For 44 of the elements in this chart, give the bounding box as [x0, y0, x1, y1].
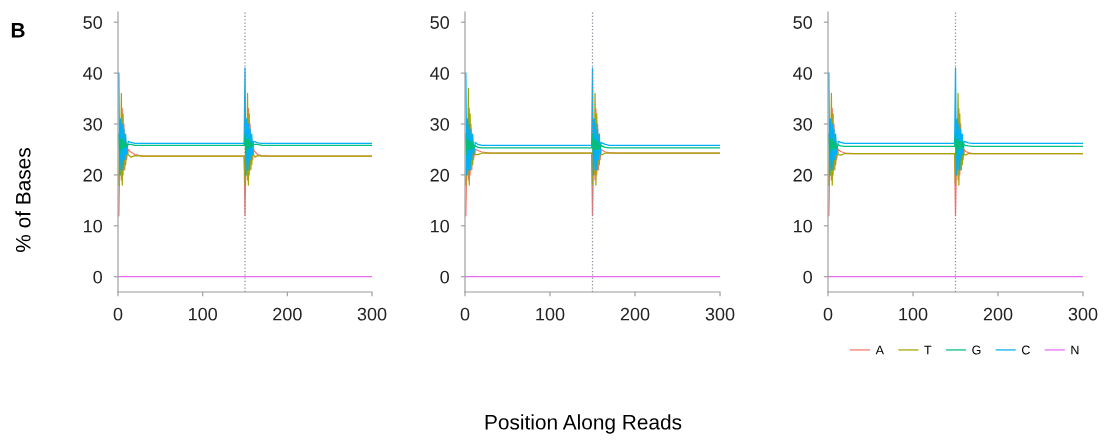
y-tick-label: 0 [93, 270, 103, 284]
x-tick-label: 200 [620, 307, 650, 321]
line-series [828, 67, 1083, 176]
x-tick-label: 200 [983, 307, 1013, 321]
line-series [118, 133, 372, 156]
y-tick-label: 20 [793, 168, 813, 182]
y-tick-label: 40 [430, 67, 450, 80]
y-tick-label: 50 [430, 16, 450, 29]
y-tick-label: 30 [430, 117, 450, 131]
y-tick-label: 10 [431, 219, 450, 233]
y-tick-label: 40 [83, 67, 103, 80]
y-axis-title: % of Bases [15, 148, 31, 252]
y-tick-label: 0 [440, 270, 450, 284]
y-tick-label: 50 [83, 16, 103, 29]
x-tick-label: 0 [823, 307, 833, 321]
y-tick-label: 20 [430, 168, 450, 182]
line-series [118, 67, 372, 176]
y-tick-label: 40 [793, 67, 813, 80]
y-tick-label: 30 [793, 117, 813, 131]
line-series [465, 67, 720, 176]
line-series [465, 133, 720, 156]
y-tick-label: 30 [83, 117, 103, 131]
y-tick-label: 0 [803, 270, 813, 284]
x-axis-title: Position Along Reads [485, 414, 682, 434]
legend-label: C [1021, 345, 1030, 355]
legend-label: A [875, 345, 884, 355]
line-series [828, 133, 1083, 156]
y-tick-label: 10 [794, 219, 813, 233]
x-tick-label: 100 [536, 307, 565, 321]
x-tick-label: 0 [460, 307, 470, 321]
legend-label: T [924, 345, 932, 355]
x-tick-label: 100 [899, 307, 928, 321]
y-tick-label: 10 [84, 219, 103, 233]
y-tick-label: 20 [83, 168, 103, 182]
x-tick-label: 200 [273, 307, 302, 321]
x-tick-label: 100 [188, 307, 218, 321]
legend-label: N [1071, 345, 1079, 355]
x-tick-label: 0 [113, 307, 123, 321]
y-tick-label: 50 [793, 16, 813, 29]
x-tick-label: 300 [357, 307, 387, 321]
x-tick-label: 300 [1068, 307, 1098, 321]
text: B [11, 23, 25, 38]
legend-label: G [972, 345, 981, 355]
x-tick-label: 300 [705, 307, 735, 321]
